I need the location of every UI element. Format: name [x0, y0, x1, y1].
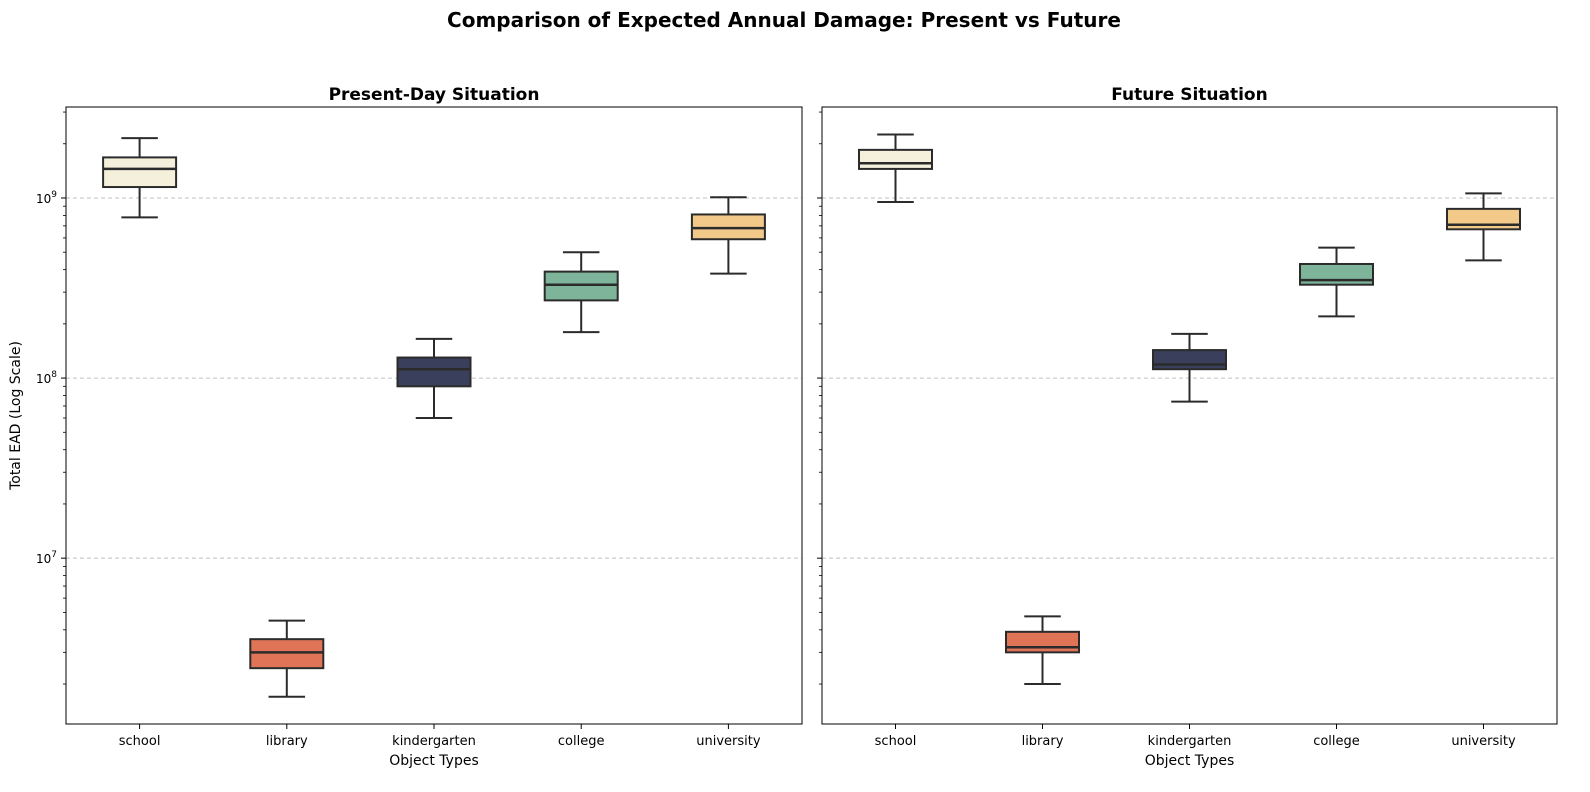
- iqr-box: [858, 148, 933, 170]
- y-tick-label: 109: [36, 190, 57, 206]
- box-college: [543, 251, 619, 334]
- iqr-box: [396, 356, 472, 388]
- x-axis-label: Object Types: [389, 753, 479, 769]
- box-university: [1446, 192, 1521, 262]
- iqr-box: [543, 270, 619, 302]
- box-kindergarten: [1152, 332, 1227, 403]
- box-kindergarten: [396, 337, 472, 420]
- panel-1: Present-Day Situation 107 108 109 school libr…: [8, 85, 803, 769]
- y-tick-label: 107: [36, 550, 57, 566]
- x-tick-label: college: [558, 734, 605, 749]
- plot-frame: [821, 106, 1558, 725]
- x-tick-label: college: [1313, 734, 1360, 749]
- panel-title: Future Situation: [1111, 85, 1267, 105]
- box-school: [102, 137, 178, 219]
- x-tick-label: university: [1451, 734, 1516, 749]
- panel-title: Present-Day Situation: [329, 85, 540, 105]
- x-tick-label: school: [875, 734, 917, 749]
- iqr-box: [1299, 262, 1374, 286]
- x-tick-label: kindergarten: [1148, 734, 1232, 749]
- y-axis-label: Total EAD (Log Scale): [8, 341, 24, 491]
- box-college: [1299, 246, 1374, 318]
- x-axis-label: Object Types: [1145, 753, 1235, 769]
- box-library: [249, 619, 325, 698]
- plot-frame: [65, 106, 803, 725]
- iqr-box: [102, 156, 178, 189]
- panel-2: Future Situation school library kindergarte…: [817, 85, 1558, 769]
- iqr-box: [1005, 630, 1080, 654]
- iqr-box: [249, 638, 325, 670]
- figure-title: Comparison of Expected Annual Damage: Pr…: [447, 8, 1121, 32]
- box-library: [1005, 615, 1080, 686]
- iqr-box: [690, 213, 766, 241]
- box-school: [858, 133, 933, 203]
- box-university: [690, 196, 766, 275]
- x-tick-label: kindergarten: [392, 734, 476, 749]
- iqr-box: [1152, 349, 1227, 371]
- x-tick-label: library: [1022, 734, 1064, 749]
- x-tick-label: university: [696, 734, 761, 749]
- x-tick-label: library: [266, 734, 308, 749]
- x-tick-label: school: [119, 734, 161, 749]
- y-tick-label: 108: [36, 370, 57, 386]
- iqr-box: [1446, 207, 1521, 231]
